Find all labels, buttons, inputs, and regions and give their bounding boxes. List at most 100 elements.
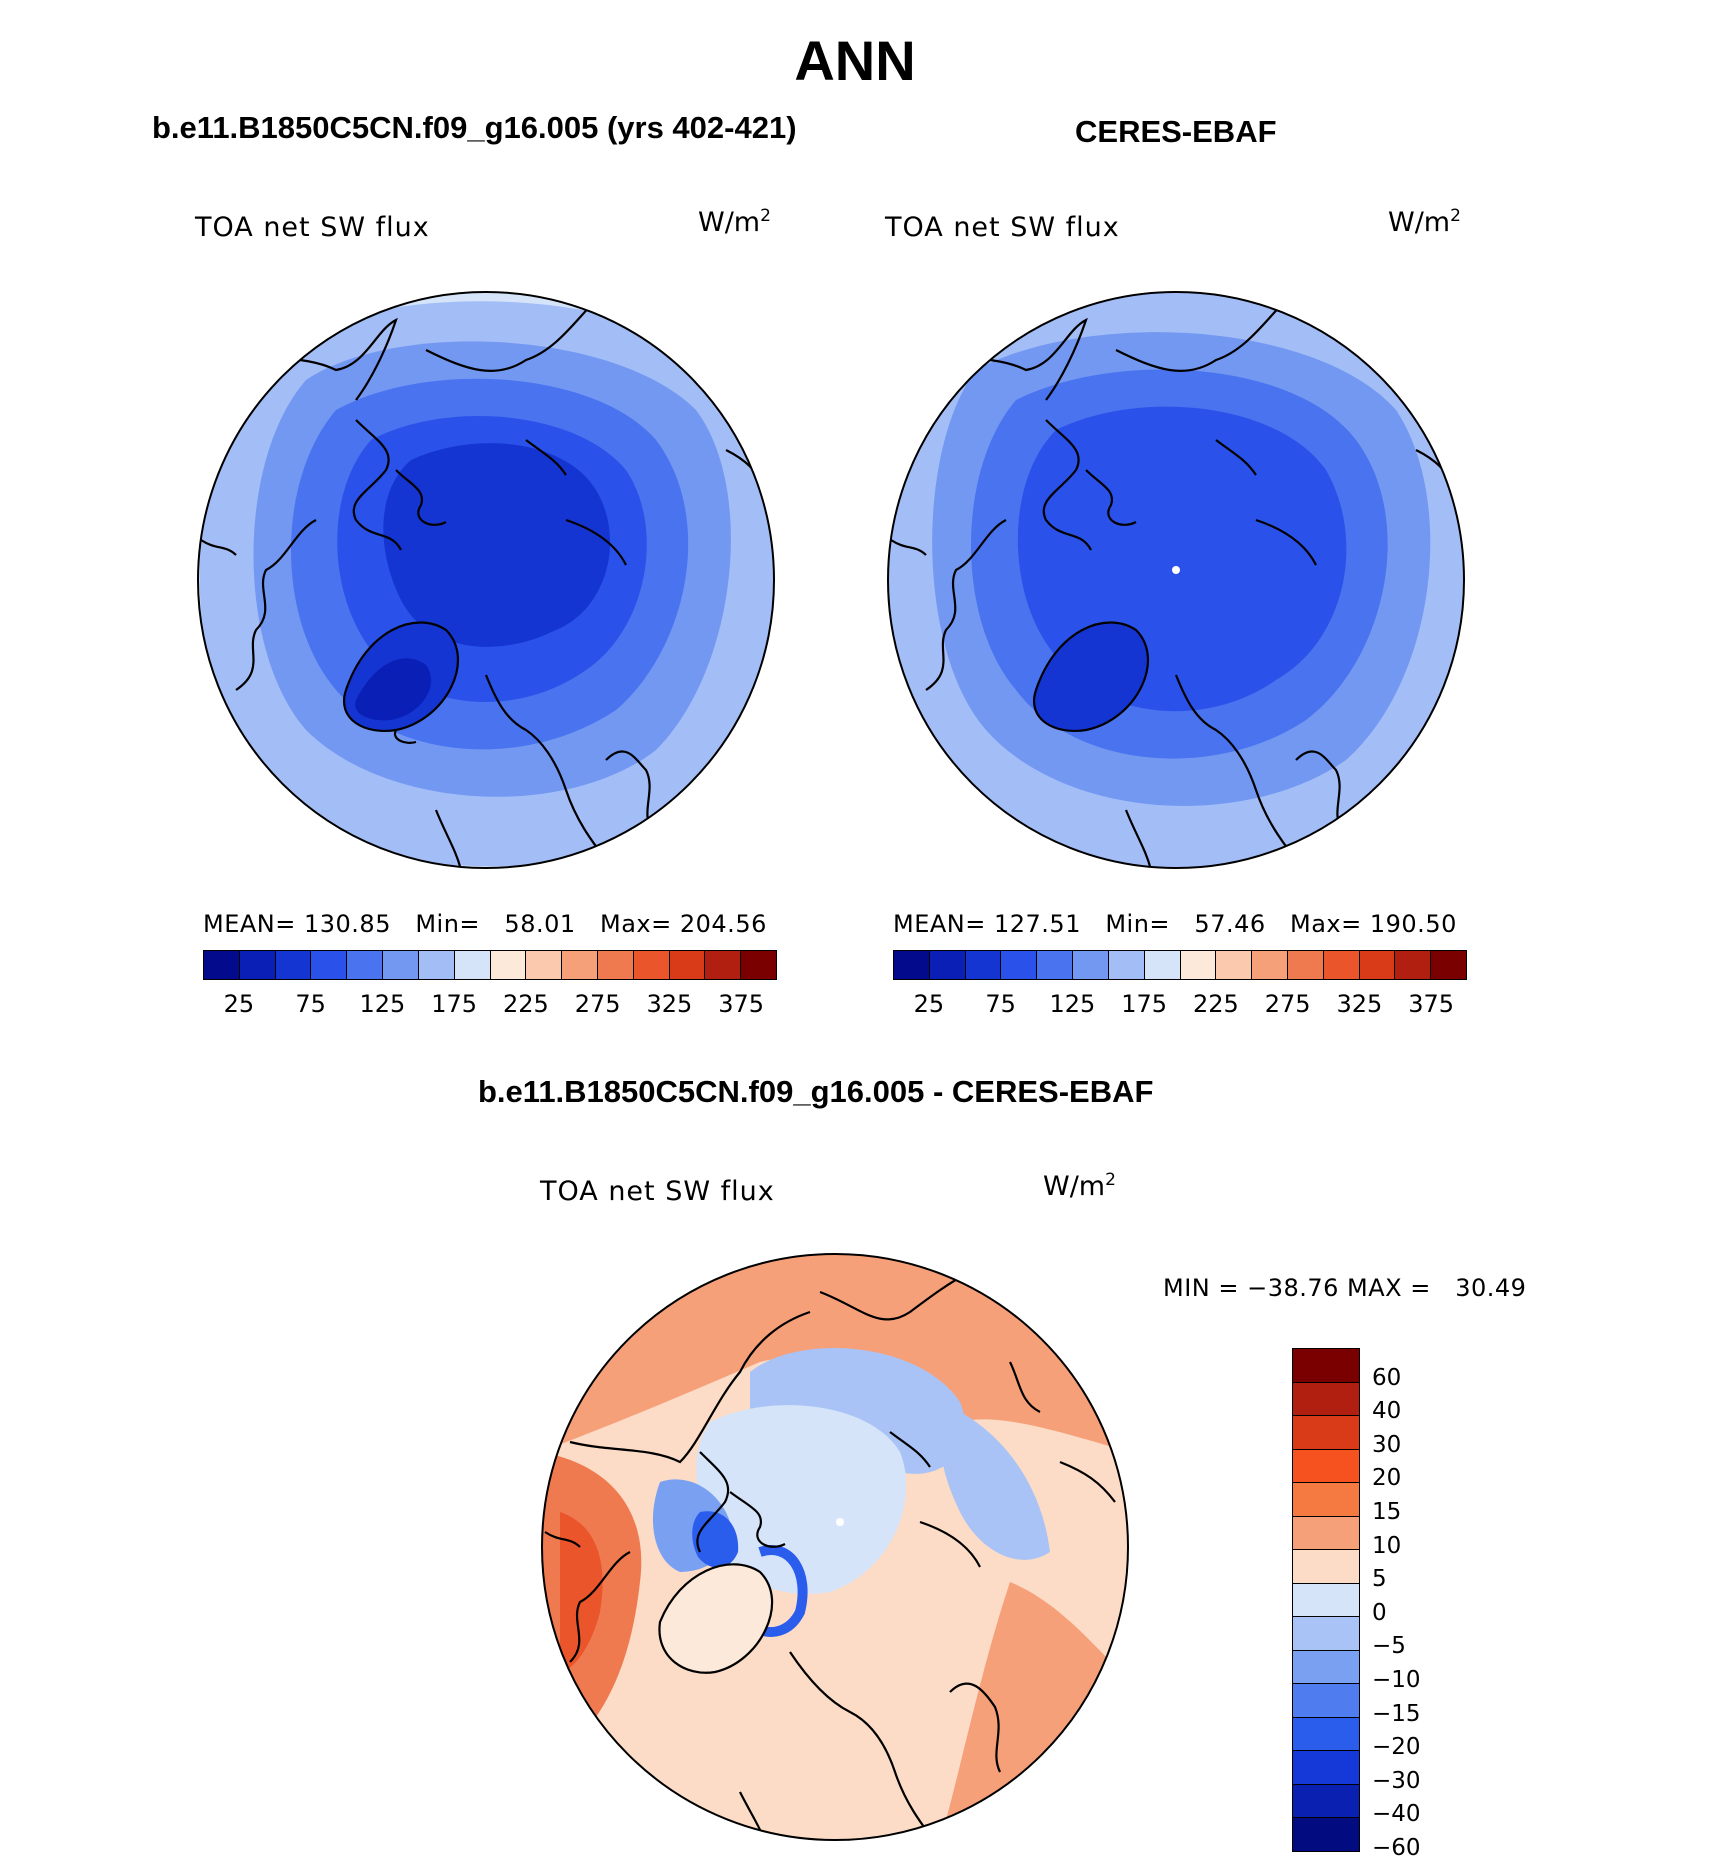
diff-colorbar-swatch — [1293, 1516, 1359, 1551]
map-boundary — [197, 291, 775, 869]
model-colorbar-swatch — [633, 951, 670, 979]
diff-colorbar-tick-label: −60 — [1372, 1835, 1421, 1861]
diff-colorbar — [1292, 1348, 1360, 1852]
model-colorbar-swatch — [383, 951, 419, 979]
obs-colorbar-swatch — [1144, 951, 1181, 979]
obs-colorbar-swatch — [1216, 951, 1253, 979]
diff-colorbar-tick-label: 0 — [1372, 1599, 1387, 1626]
obs-colorbar-swatch — [1001, 951, 1038, 979]
diff-colorbar-swatch — [1293, 1818, 1359, 1851]
model-colorbar-swatch — [490, 951, 527, 979]
obs-colorbar-tick-label: 25 — [913, 990, 945, 1018]
model-colorbar-swatch — [311, 951, 348, 979]
obs-colorbar-tick-label: 225 — [1192, 990, 1239, 1018]
diff-colorbar-swatch — [1293, 1617, 1359, 1651]
model-colorbar-tick-label: 25 — [223, 990, 255, 1018]
model-colorbar-swatch — [239, 951, 276, 979]
diff-colorbar-tick-label: 10 — [1372, 1532, 1402, 1559]
obs-colorbar-swatch — [1037, 951, 1074, 979]
diff-colorbar-swatch — [1293, 1483, 1359, 1517]
obs-colorbar-swatch — [1108, 951, 1145, 979]
diff-colorbar-tick-label: −15 — [1372, 1700, 1421, 1727]
diff-units-label: W/m2 — [1043, 1170, 1116, 1202]
diff-polar-map — [541, 1253, 1129, 1841]
obs-colorbar-swatch — [929, 951, 966, 979]
obs-colorbar — [893, 950, 1467, 980]
diff-colorbar-tick-label: −40 — [1372, 1801, 1421, 1828]
model-colorbar-ticks: 25 75 125 175 225 275 325 375 — [203, 990, 777, 1020]
model-colorbar-swatch — [204, 951, 240, 979]
model-colorbar-swatch — [669, 951, 706, 979]
greenland-field — [1034, 622, 1148, 731]
diff-colorbar-tick-label: 20 — [1372, 1465, 1402, 1492]
obs-stats: MEAN= 127.51 Min= 57.46 Max= 190.50 — [893, 910, 1457, 938]
diff-colorbar-swatch — [1293, 1784, 1359, 1819]
model-colorbar-tick-label: 175 — [431, 990, 478, 1018]
obs-colorbar-tick-label: 325 — [1336, 990, 1383, 1018]
obs-colorbar-swatch — [1431, 951, 1466, 979]
obs-colorbar-swatch — [1359, 951, 1396, 979]
diff-stats: MIN = −38.76 MAX = 30.49 — [1163, 1274, 1527, 1302]
diff-colorbar-tick-label: −10 — [1372, 1667, 1421, 1693]
obs-colorbar-swatch — [1287, 951, 1324, 979]
diff-colorbar-swatch — [1293, 1583, 1359, 1618]
obs-colorbar-tick-label: 375 — [1408, 990, 1455, 1018]
model-colorbar-swatch — [418, 951, 455, 979]
diff-colorbar-tick-label: 60 — [1372, 1364, 1402, 1391]
obs-colorbar-swatch — [965, 951, 1002, 979]
diff-colorbar-tick-label: 30 — [1372, 1431, 1402, 1458]
model-colorbar-tick-label: 125 — [359, 990, 406, 1018]
model-colorbar-tick-label: 375 — [718, 990, 765, 1018]
obs-colorbar-swatch — [1180, 951, 1217, 979]
diff-colorbar-swatch — [1293, 1717, 1359, 1752]
diff-field-deep-greenland-edge — [752, 1545, 808, 1637]
model-colorbar-swatch — [597, 951, 634, 979]
diff-colorbar-tick-label: −5 — [1372, 1633, 1406, 1660]
model-panel-header: b.e11.B1850C5CN.f09_g16.005 (yrs 402-421… — [152, 110, 797, 145]
diff-colorbar-tick-label: −30 — [1372, 1767, 1421, 1794]
model-colorbar-swatch — [526, 951, 563, 979]
diff-colorbar-swatch — [1293, 1349, 1359, 1383]
pole-hole — [1172, 566, 1180, 574]
diff-colorbar-swatch — [1293, 1650, 1359, 1685]
diff-colorbar-swatch — [1293, 1416, 1359, 1450]
obs-colorbar-swatch — [1323, 951, 1360, 979]
model-colorbar-tick-label: 275 — [574, 990, 621, 1018]
model-colorbar-swatch — [741, 951, 776, 979]
diff-colorbar-tick-label: −20 — [1372, 1734, 1421, 1761]
model-variable-label: TOA net SW flux — [195, 212, 430, 243]
obs-polar-map — [887, 291, 1465, 869]
diff-field-cool-east — [938, 1402, 1050, 1560]
diff-colorbar-tick-label: 40 — [1372, 1398, 1402, 1425]
diff-colorbar-ticks: 60 40 30 20 15 10 5 0 −5 −10 −15 −20 −30 −40 −60 — [1372, 1348, 1462, 1861]
model-stats: MEAN= 130.85 Min= 58.01 Max= 204.56 — [203, 910, 767, 938]
model-units-label: W/m2 — [698, 206, 771, 238]
obs-colorbar-tick-label: 175 — [1121, 990, 1168, 1018]
obs-variable-label: TOA net SW flux — [885, 212, 1120, 243]
map-field-deeper — [383, 443, 611, 647]
diff-colorbar-swatch — [1293, 1382, 1359, 1417]
obs-colorbar-swatch — [894, 951, 930, 979]
obs-colorbar-tick-label: 75 — [985, 990, 1016, 1018]
diff-colorbar-swatch — [1293, 1550, 1359, 1584]
diff-field-hottest-west — [560, 1512, 603, 1672]
greenland-core-field — [355, 658, 432, 721]
model-colorbar — [203, 950, 777, 980]
diff-colorbar-swatch — [1293, 1684, 1359, 1718]
diff-field-near-zero — [696, 1405, 907, 1594]
obs-colorbar-swatch — [1395, 951, 1432, 979]
model-colorbar-swatch — [275, 951, 312, 979]
obs-colorbar-tick-label: 275 — [1264, 990, 1311, 1018]
obs-colorbar-swatch — [1073, 951, 1109, 979]
figure-title: ANN — [794, 29, 916, 92]
obs-colorbar-tick-label: 125 — [1049, 990, 1096, 1018]
coastlines — [544, 1271, 1116, 1840]
map-boundary — [887, 291, 1465, 869]
pole-hole — [836, 1518, 844, 1526]
diff-colorbar-swatch — [1293, 1449, 1359, 1484]
diff-colorbar-swatch — [1293, 1751, 1359, 1785]
diff-variable-label: TOA net SW flux — [540, 1176, 775, 1207]
diff-colorbar-tick-label: 15 — [1372, 1499, 1402, 1525]
model-colorbar-swatch — [562, 951, 598, 979]
obs-units-label: W/m2 — [1388, 206, 1461, 238]
